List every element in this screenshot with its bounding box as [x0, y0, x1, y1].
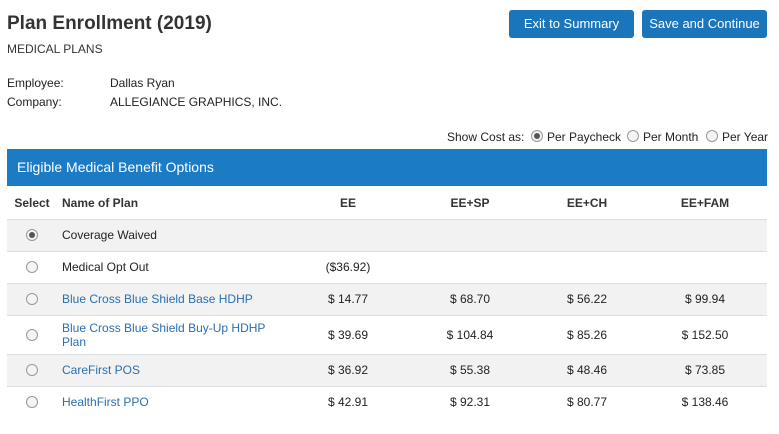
column-header: EE+SP: [450, 196, 490, 210]
info-label: Company:: [7, 95, 62, 109]
table-row: [7, 315, 767, 354]
cost: ($36.92): [325, 260, 371, 274]
info-value: ALLEGIANCE GRAPHICS, INC.: [110, 95, 283, 109]
cost: $ 152.50: [681, 327, 729, 342]
radio[interactable]: [26, 396, 38, 408]
plan-name[interactable]: Blue Cross Blue Shield Buy-Up HDHP Plan: [62, 320, 266, 349]
cost: $ 92.31: [449, 395, 491, 409]
cost-option[interactable]: Per Month: [643, 130, 699, 144]
radio[interactable]: [531, 130, 543, 142]
radio[interactable]: [26, 293, 38, 305]
cost: $ 42.91: [327, 395, 369, 409]
plan-name: Coverage Waived: [62, 228, 157, 242]
radio[interactable]: [706, 130, 718, 142]
page-subtitle: MEDICAL PLANS: [7, 42, 103, 56]
cost: $ 80.77: [566, 395, 608, 409]
column-header: Select: [14, 196, 50, 210]
plan-name[interactable]: Blue Cross Blue Shield Base HDHP: [62, 292, 253, 306]
radio[interactable]: [627, 130, 639, 142]
info-label: Employee:: [7, 76, 64, 90]
radio[interactable]: [26, 229, 38, 241]
radio[interactable]: [26, 364, 38, 376]
cost: $ 14.77: [327, 292, 369, 306]
cost: $ 85.26: [566, 327, 608, 342]
column-header: EE: [339, 196, 356, 210]
cost: $ 73.85: [684, 363, 726, 377]
column-header: Name of Plan: [62, 196, 139, 210]
plan-name[interactable]: CareFirst POS: [62, 363, 141, 377]
cost: $ 104.84: [446, 327, 494, 342]
cost: $ 39.69: [327, 327, 369, 342]
cost: $ 36.92: [327, 363, 369, 377]
plan-name[interactable]: HealthFirst PPO: [62, 395, 149, 409]
exit-button[interactable]: Exit to Summary: [509, 10, 634, 38]
cost-option[interactable]: Per Year: [722, 130, 769, 144]
table-title: Eligible Medical Benefit Options: [7, 149, 767, 186]
table-row: [7, 354, 767, 386]
plan-name: Medical Opt Out: [62, 260, 149, 274]
table-row: [7, 283, 767, 315]
cost: $ 138.46: [681, 395, 729, 409]
cost: $ 56.22: [566, 292, 608, 306]
page-title: Plan Enrollment (2019): [7, 13, 212, 34]
table-row: [7, 386, 767, 418]
radio[interactable]: [26, 328, 38, 341]
cost: $ 99.94: [684, 292, 726, 306]
radio[interactable]: [26, 261, 38, 273]
cost: $ 68.70: [449, 292, 491, 306]
info-value: Dallas Ryan: [110, 76, 175, 90]
column-header: EE+CH: [566, 196, 608, 210]
cost-toggle-label: Show Cost as:: [447, 130, 525, 144]
column-header: EE+FAM: [680, 196, 730, 210]
table-row: [7, 219, 767, 251]
cost: $ 55.38: [449, 363, 491, 377]
cost-option[interactable]: Per Paycheck: [547, 130, 622, 144]
table-row: [7, 251, 767, 283]
cost: $ 48.46: [566, 363, 608, 377]
save-button[interactable]: Save and Continue: [642, 10, 767, 38]
